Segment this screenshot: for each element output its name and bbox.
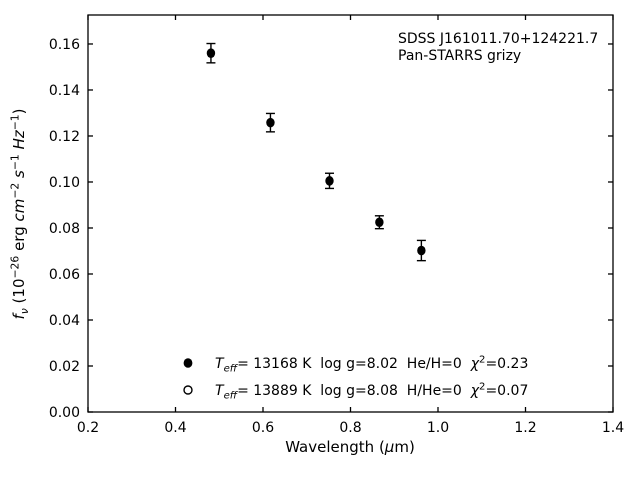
data-point-y bbox=[417, 245, 426, 256]
y-tick-label: 0.14 bbox=[49, 83, 80, 99]
y-tick-label: 0.02 bbox=[49, 359, 80, 375]
data-point-r bbox=[266, 117, 275, 128]
data-point-g bbox=[206, 48, 216, 58]
x-tick-label: 0.6 bbox=[252, 420, 274, 436]
annotation-line-1: SDSS J161011.70+124221.7 bbox=[398, 31, 598, 47]
x-tick-label: 1.4 bbox=[602, 420, 624, 436]
y-tick-label: 0.16 bbox=[49, 37, 80, 53]
y-tick-label: 0.10 bbox=[49, 175, 80, 191]
data-point-z bbox=[375, 217, 384, 228]
legend-entry-label: Teff= 13889 K log g=8.08 H/He=0 χ2=0.07 bbox=[215, 382, 528, 402]
y-tick-label: 0.12 bbox=[49, 129, 80, 145]
x-tick-label: 0.4 bbox=[164, 420, 186, 436]
legend-marker-filled-circle bbox=[183, 358, 193, 368]
legend-entry-label: Teff= 13168 K log g=8.02 He/H=0 χ2=0.23 bbox=[215, 355, 528, 375]
x-axis-label: Wavelength (μm) bbox=[285, 438, 415, 456]
x-tick-label: 0.2 bbox=[77, 420, 99, 436]
annotation-line-2: Pan-STARRS grizy bbox=[398, 48, 521, 64]
y-tick-label: 0.04 bbox=[49, 313, 80, 329]
x-tick-label: 0.8 bbox=[339, 420, 361, 436]
y-tick-label: 0.06 bbox=[49, 267, 80, 283]
y-axis-label: fν (10−26 erg cm−2 s−1 Hz−1) bbox=[8, 108, 31, 319]
y-tick-label: 0.00 bbox=[49, 405, 80, 421]
legend-marker-open-circle bbox=[183, 385, 193, 395]
x-tick-label: 1.2 bbox=[514, 420, 536, 436]
x-tick-label: 1.0 bbox=[427, 420, 449, 436]
y-tick-label: 0.08 bbox=[49, 221, 80, 237]
data-point-i bbox=[325, 176, 334, 186]
